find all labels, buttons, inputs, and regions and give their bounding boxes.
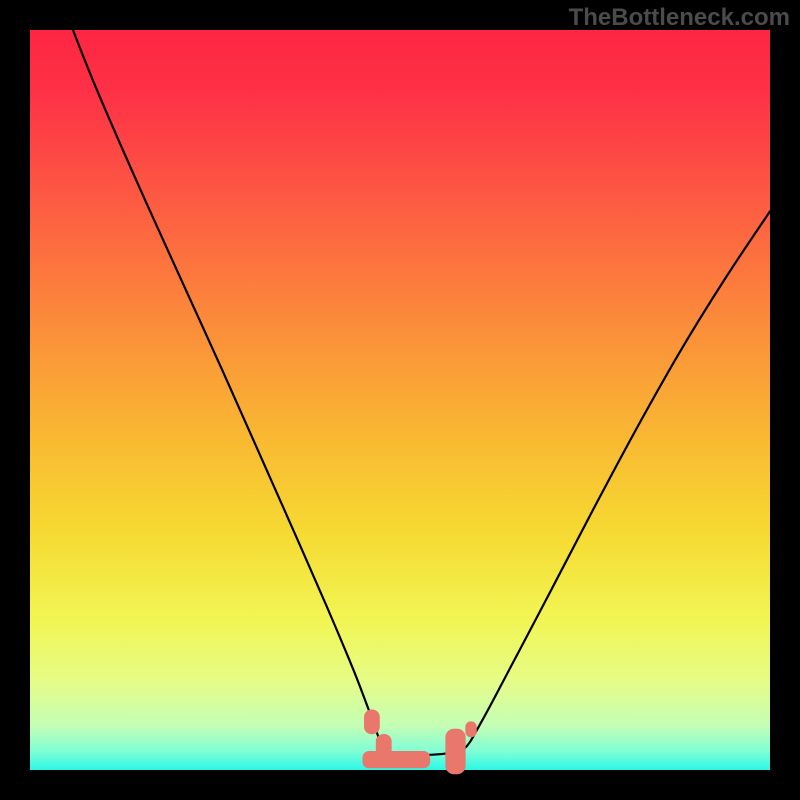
gradient-background	[30, 30, 770, 770]
marker-blob-4	[466, 722, 476, 737]
marker-blob-2	[363, 752, 430, 768]
marker-blob-0	[364, 710, 379, 734]
marker-blob-3	[446, 729, 465, 773]
chart-container: TheBottleneck.com	[0, 0, 800, 800]
watermark-text: TheBottleneck.com	[569, 4, 790, 32]
bottleneck-curve-chart	[0, 0, 800, 800]
